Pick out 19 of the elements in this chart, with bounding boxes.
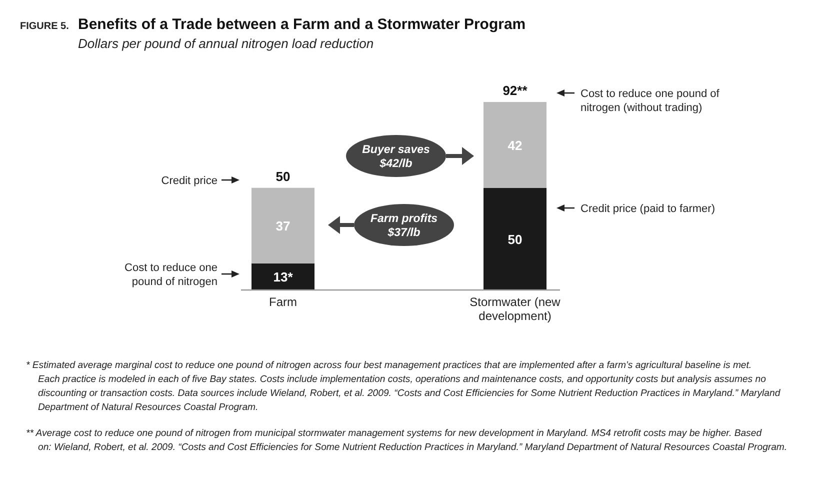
text: Credit price (paid to farmer) <box>580 203 715 215</box>
annotation: Buyer saves $42/lb <box>362 144 430 170</box>
caption: FIGURE 5. <box>20 21 70 32</box>
x-tick-label: Stormwater (new development) <box>470 295 561 323</box>
chart-title: Benefits of a Trade between a Farm and a Stormwater Program <box>78 16 526 33</box>
data-label: 42 <box>508 138 522 153</box>
chart-subtitle: Dollars per pound of annual nitrogen load reduction <box>78 36 374 51</box>
text: * Estimated average marginal cost to reduce one pound of nitrogen across four best management practices that are implemented after a farm’s agricultural baseline is met. Each practice is modeled in each of five Bay states. Costs include implementation costs, operations and maintenance costs, and opportunity costs but analysis assumes no discounting or transaction costs. Data sources include Wieland, Robert, et al. 2009. “Costs and Cost Efficiencies for Some Nutrient Reduction Practices in Maryland.” Maryland Department of Natural Resources Coastal Program. <box>26 360 781 413</box>
data-label: 37 <box>276 218 290 234</box>
total-label: 92** <box>502 83 528 98</box>
text: Cost to reduce one pound of nitrogen <box>124 262 218 288</box>
data-label: 13* <box>273 270 294 285</box>
total-label: 50 <box>276 168 290 184</box>
text: ** Average cost to reduce one pound of nitrogen from municipal stormwater management systems for new development in Maryland. MS4 retrofit costs may be higher. Based on: Wieland, Robert, et al. 2009. “Costs and Cost Efficiencies for Some Nutrient Reduction Practices in Maryland.” Maryland Department of Natural Resources Coastal Program. <box>26 428 788 453</box>
text: Credit price <box>161 175 218 187</box>
data-label: 50 <box>508 232 522 247</box>
x-tick-label: Farm <box>269 295 297 309</box>
annotation: Farm profits $37/lb <box>370 213 438 239</box>
text: Cost to reduce one pound of nitrogen (without trading) <box>580 88 720 114</box>
